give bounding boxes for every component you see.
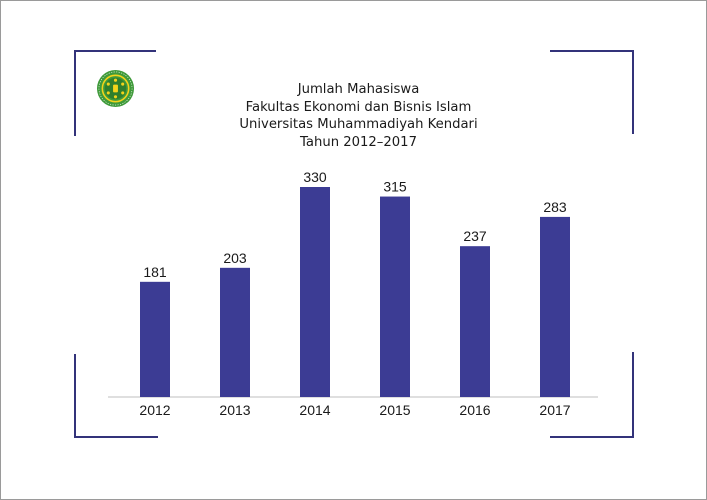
data-label-2014: 330 — [303, 169, 327, 185]
title-line-4: Tahun 2012–2017 — [300, 134, 417, 150]
data-label-2012: 181 — [143, 264, 167, 280]
bar-2016 — [460, 246, 490, 397]
title-line-1: Jumlah Mahasiswa — [297, 82, 420, 97]
university-seal-icon — [96, 69, 135, 108]
x-tick-label-2013: 2013 — [219, 402, 250, 418]
data-label-2013: 203 — [223, 250, 247, 266]
bar-2012 — [140, 281, 170, 397]
bar-2014 — [300, 187, 330, 397]
x-tick-label-2015: 2015 — [379, 402, 410, 418]
chart-title: Jumlah Mahasiswa Fakultas Ekonomi dan Bi… — [200, 81, 517, 151]
x-tick-label-2014: 2014 — [299, 402, 330, 418]
bar-2015 — [380, 196, 410, 397]
bar-2017 — [540, 216, 570, 397]
bar-2013 — [220, 267, 250, 397]
title-line-3: Universitas Muhammadiyah Kendari — [239, 117, 478, 132]
x-tick-label-2017: 2017 — [539, 402, 570, 418]
x-tick-label-2012: 2012 — [139, 402, 170, 418]
data-label-2017: 283 — [543, 199, 567, 215]
data-label-2015: 315 — [383, 179, 407, 195]
data-label-2016: 237 — [463, 228, 487, 244]
x-tick-label-2016: 2016 — [459, 402, 490, 418]
title-line-2: Fakultas Ekonomi dan Bisnis Islam — [245, 99, 472, 115]
